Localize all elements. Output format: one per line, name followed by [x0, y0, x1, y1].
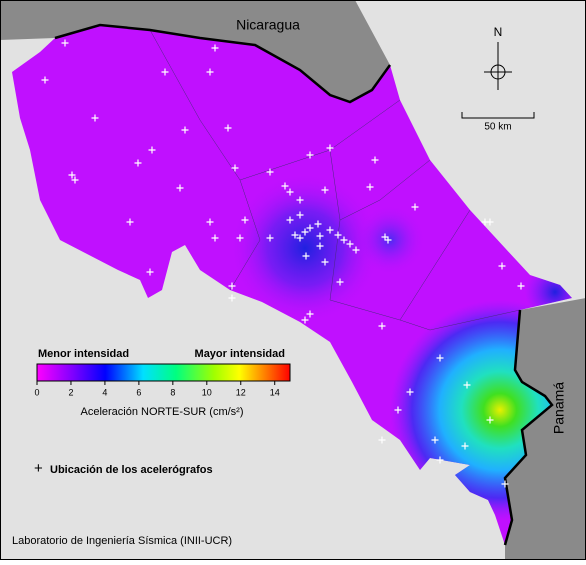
station [378, 436, 386, 444]
station [206, 218, 214, 226]
station [211, 234, 219, 242]
station [302, 252, 310, 260]
station [291, 231, 299, 239]
station [378, 322, 386, 330]
station [321, 186, 329, 194]
station [301, 228, 309, 236]
station [306, 224, 314, 232]
station [228, 294, 236, 302]
station [501, 480, 509, 488]
stations [41, 39, 525, 488]
station [241, 216, 249, 224]
country-label: Nicaragua [236, 17, 300, 33]
station [181, 126, 189, 134]
colorbar-ticks: 0 2 4 6 8 10 12 14 [34, 381, 280, 397]
colorbar-tick-label: 6 [136, 387, 141, 397]
station [306, 151, 314, 159]
station [371, 156, 379, 164]
country-label: Panamá [551, 382, 567, 434]
station [486, 218, 494, 226]
station [126, 218, 134, 226]
north-border [54, 23, 392, 104]
colorbar-tick-label: 0 [34, 387, 39, 397]
station [336, 278, 344, 286]
colorbar [36, 363, 291, 382]
colorbar-tick-label: 2 [68, 387, 73, 397]
station [314, 220, 322, 228]
station [436, 354, 444, 362]
station [352, 246, 360, 254]
station [71, 176, 79, 184]
compass-label: N [494, 25, 503, 39]
station [296, 211, 304, 219]
station [461, 442, 469, 450]
station [316, 242, 324, 250]
station [431, 436, 439, 444]
colorbar-tick-label: 4 [102, 387, 107, 397]
station [266, 168, 274, 176]
station [281, 182, 289, 190]
station [306, 310, 314, 318]
station [463, 381, 471, 389]
station [366, 183, 374, 191]
colorbar-tick-label: 8 [170, 387, 175, 397]
compass [484, 42, 512, 90]
station [296, 234, 304, 242]
scale-label: 50 km [484, 122, 511, 133]
station [231, 164, 239, 172]
panama-land [505, 298, 586, 560]
station [321, 258, 329, 266]
station [228, 282, 236, 290]
station [346, 240, 354, 248]
colorbar-title: Aceleración NORTE-SUR (cm/s²) [81, 406, 244, 418]
station [286, 188, 294, 196]
station [406, 388, 414, 396]
colorbar-tick-label: 14 [270, 387, 280, 397]
station [68, 171, 76, 179]
legend-label: Ubicación de los acelerógrafos [50, 464, 213, 476]
station [498, 262, 506, 270]
station [326, 226, 334, 234]
station [340, 236, 348, 244]
station [334, 231, 342, 239]
station [486, 416, 494, 424]
station [411, 203, 419, 211]
station [176, 184, 184, 192]
station [394, 406, 402, 414]
colorbar-low: Menor intensidad [38, 348, 129, 360]
station [266, 234, 274, 242]
legend-marker: + [34, 460, 43, 477]
station [436, 456, 444, 464]
station [381, 233, 389, 241]
south-border [503, 309, 554, 546]
scale-bar [461, 112, 535, 119]
colorbar-tick-label: 12 [236, 387, 246, 397]
station [326, 144, 334, 152]
station [161, 68, 169, 76]
station [146, 268, 154, 276]
station [384, 236, 392, 244]
station [148, 146, 156, 154]
station [517, 282, 525, 290]
station [224, 124, 232, 132]
station [301, 316, 309, 324]
station [134, 159, 142, 167]
station [236, 234, 244, 242]
credit: Laboratorio de Ingeniería Sísmica (INII-… [12, 535, 232, 547]
station [316, 232, 324, 240]
colorbar-high: Mayor intensidad [195, 348, 285, 360]
station [41, 76, 49, 84]
station [286, 216, 294, 224]
station [91, 114, 99, 122]
colorbar-tick-label: 10 [202, 387, 212, 397]
station [206, 68, 214, 76]
station [211, 44, 219, 52]
station [61, 39, 69, 47]
station [296, 196, 304, 204]
